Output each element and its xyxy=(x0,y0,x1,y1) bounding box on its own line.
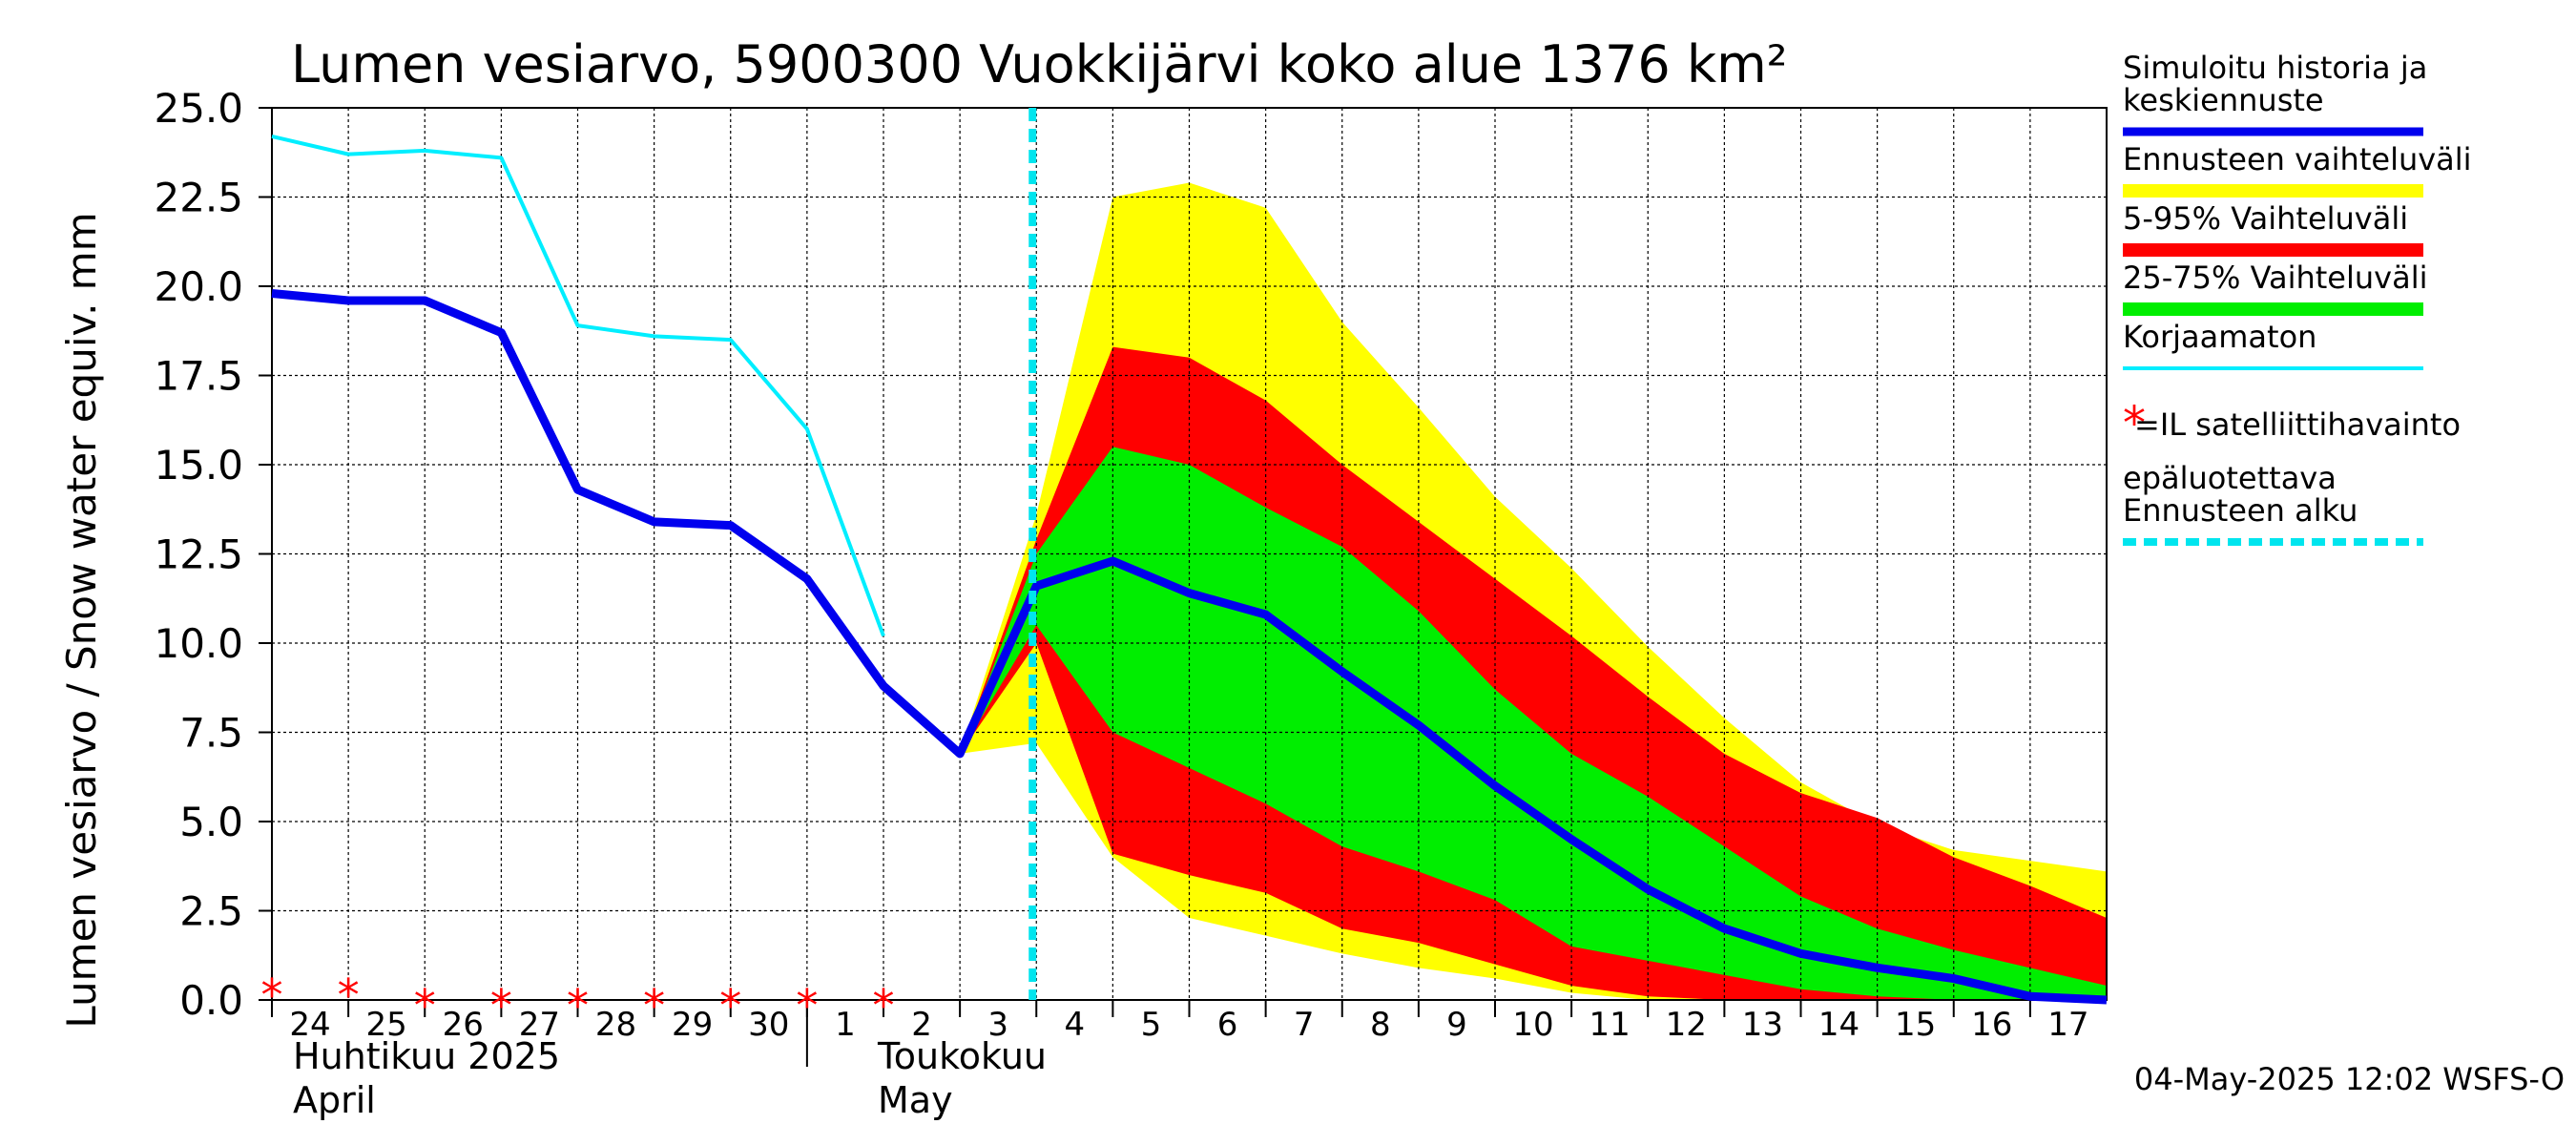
x-tick-label: 13 xyxy=(1742,1006,1783,1044)
x-tick-label: 5 xyxy=(1141,1006,1162,1044)
x-tick-label: 24 xyxy=(289,1006,330,1044)
legend-label: Ennusteen alku xyxy=(2123,492,2358,529)
month-label-en: May xyxy=(878,1079,953,1121)
legend-star-icon: * xyxy=(2123,397,2146,450)
legend-label: Ennusteen vaihteluväli xyxy=(2123,141,2472,177)
x-tick-label: 7 xyxy=(1294,1006,1315,1044)
x-tick-label: 12 xyxy=(1666,1006,1707,1044)
legend-label: Simuloitu historia ja xyxy=(2123,50,2427,86)
y-tick-label: 15.0 xyxy=(154,442,243,489)
satellite-observation-marker: * xyxy=(414,980,436,1031)
satellite-observation-marker: * xyxy=(643,980,665,1031)
x-tick-label: 9 xyxy=(1446,1006,1467,1044)
x-tick-label: 26 xyxy=(443,1006,484,1044)
x-tick-label: 25 xyxy=(366,1006,407,1044)
x-tick-label: 6 xyxy=(1217,1006,1238,1044)
y-tick-label: 22.5 xyxy=(154,175,243,221)
y-tick-label: 25.0 xyxy=(154,85,243,132)
satellite-observation-marker: * xyxy=(261,969,283,1021)
legend-label: epäluotettava xyxy=(2123,460,2337,496)
satellite-observation-marker: * xyxy=(796,980,818,1031)
y-tick-label: 20.0 xyxy=(154,263,243,310)
chart-title: Lumen vesiarvo, 5900300 Vuokkijärvi koko… xyxy=(291,34,1787,94)
y-tick-label: 0.0 xyxy=(179,977,243,1024)
x-tick-label: 1 xyxy=(835,1006,856,1044)
y-tick-label: 17.5 xyxy=(154,353,243,400)
month-label-en: April xyxy=(293,1079,376,1121)
satellite-observation-marker: * xyxy=(338,969,360,1021)
legend-item: Ennusteen vaihteluväli xyxy=(2123,141,2472,198)
x-tick-label: 2 xyxy=(911,1006,932,1044)
legend-item: Korjaamaton xyxy=(2123,319,2423,370)
legend-label: Korjaamaton xyxy=(2123,319,2316,355)
legend-label: keskiennuste xyxy=(2123,82,2324,118)
y-tick-label: 2.5 xyxy=(179,888,243,935)
x-tick-label: 8 xyxy=(1370,1006,1391,1044)
month-label-fi: Huhtikuu 2025 xyxy=(293,1035,560,1077)
x-tick-label: 17 xyxy=(2047,1006,2088,1044)
x-tick-label: 11 xyxy=(1589,1006,1631,1044)
x-tick-label: 4 xyxy=(1064,1006,1085,1044)
y-axis-label: Lumen vesiarvo / Snow water equiv. mm xyxy=(58,212,105,1028)
y-tick-label: 12.5 xyxy=(154,531,243,578)
line-korjaamaton xyxy=(271,134,885,637)
y-tick-label: 7.5 xyxy=(179,710,243,757)
y-tick-label: 10.0 xyxy=(154,620,243,667)
x-tick-label: 10 xyxy=(1512,1006,1553,1044)
x-tick-label: 3 xyxy=(987,1006,1008,1044)
x-tick-label: 16 xyxy=(1971,1006,2012,1044)
plot-area: 0.0 2.5 5.0 7.5 10.0 12.5 15.0 17.5 20.0 22.5 25.0… xyxy=(154,85,2108,1121)
legend-label: 25-75% Vaihteluväli xyxy=(2123,260,2427,296)
satellite-observation-marker: * xyxy=(873,980,895,1031)
legend-item: Ennusteen alku xyxy=(2123,492,2423,546)
legend-item: 25-75% Vaihteluväli xyxy=(2123,260,2427,316)
legend-label: =IL satelliittihavainto xyxy=(2134,406,2461,443)
month-label-fi: Toukokuu xyxy=(877,1035,1047,1077)
x-tick-label: 29 xyxy=(672,1006,713,1044)
satellite-observation-marker: * xyxy=(490,980,512,1031)
satellite-observation-marker: * xyxy=(719,980,741,1031)
x-tick-label: 27 xyxy=(519,1006,560,1044)
legend-item: *=IL satelliittihavainto epäluotettava xyxy=(2123,397,2461,496)
x-tick-label: 14 xyxy=(1818,1006,1859,1044)
legend-item: 5-95% Vaihteluväli xyxy=(2123,200,2423,257)
satellite-observation-marker: * xyxy=(567,980,589,1031)
timestamp-footer: 04-May-2025 12:02 WSFS-O xyxy=(2134,1061,2565,1097)
x-tick-label: 15 xyxy=(1895,1006,1936,1044)
y-tick-label: 5.0 xyxy=(179,799,243,845)
band-25-75-vaihteluv-li xyxy=(960,447,2107,1000)
x-tick-label: 28 xyxy=(595,1006,636,1044)
line-simuloitu-historia-ja-keskiennuste xyxy=(271,288,2108,1005)
x-tick-label: 30 xyxy=(748,1006,789,1044)
legend-label: 5-95% Vaihteluväli xyxy=(2123,200,2408,237)
